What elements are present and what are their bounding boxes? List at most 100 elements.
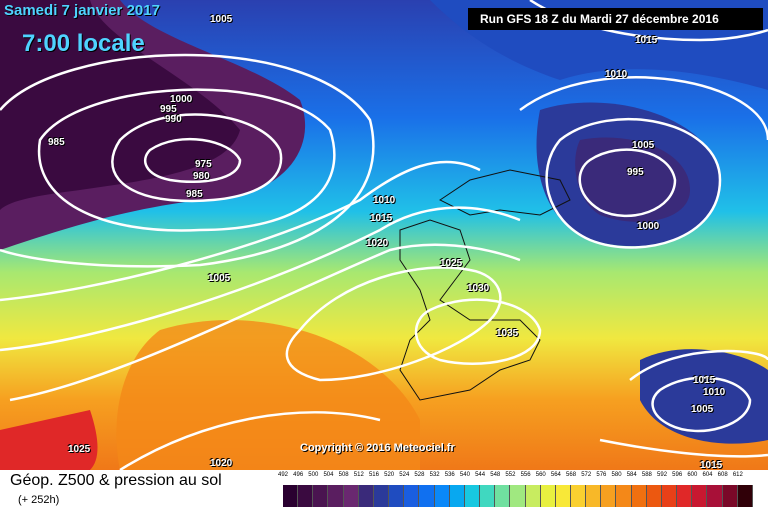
isobar-985 [111,113,283,203]
isobar-label: 975 [195,159,212,170]
scale-swatch [283,485,299,507]
isobar-label: 1005 [632,140,655,151]
isobar-1000-east [545,118,722,249]
forecast-date: Samedi 7 janvier 2017 [4,2,160,19]
scale-label: 500 [308,472,319,478]
isobar-label: 1005 [691,404,714,415]
isobar-995 [37,88,336,232]
scale-label: 552 [505,472,516,478]
isobar-label: 1035 [496,328,519,339]
isobar-label: 995 [627,167,644,178]
scale-swatch [434,485,450,507]
isobar-1005-east [519,76,768,141]
scale-label: 564 [550,472,561,478]
isobar-1020 [9,243,521,402]
color-scale [283,485,753,507]
isobar-label: 1005 [210,14,233,25]
scale-swatch [677,485,693,507]
isobar-label: 1020 [210,458,233,469]
scale-swatch [510,485,526,507]
scale-label: 516 [368,472,379,478]
scale-swatch [298,485,314,507]
scale-label: 568 [566,472,577,478]
isobar-label: 1025 [68,444,91,455]
coastline-north [439,169,571,216]
isobar-label: 1030 [467,283,490,294]
scale-label: 596 [672,472,683,478]
scale-swatch [555,485,571,507]
isobar-1010 [0,160,481,302]
map-graphic [0,0,768,470]
isobar-995-east [578,148,677,218]
scale-swatch [601,485,617,507]
scale-swatch [586,485,602,507]
isobar-label: 1010 [373,195,396,206]
scale-label: 508 [338,472,349,478]
isobar-label: 1025 [440,258,463,269]
scale-swatch [570,485,587,507]
scale-swatch [419,485,435,507]
forecast-time: 7:00 locale [22,30,145,57]
legend-panel: Géop. Z500 & pression au sol (+ 252h) 49… [0,470,768,512]
run-info: Run GFS 18 Z du Mardi 27 décembre 2016 [468,8,763,30]
isobar-label: 995 [160,104,177,115]
scale-labels: 492 496 500 504 508 512 516 520 524 528 532 536 540 5… [277,470,750,484]
scale-label: 536 [444,472,455,478]
scale-label: 520 [384,472,395,478]
coastline [399,219,541,401]
scale-swatch [495,485,511,507]
scale-label: 588 [641,472,652,478]
isobar-label: 1010 [605,69,628,80]
scale-swatch [707,485,723,507]
isobar-label: 1000 [170,94,193,105]
scale-swatch [646,485,662,507]
scale-swatch [373,485,390,507]
scale-swatch [328,485,344,507]
scale-swatch [389,485,405,507]
scale-swatch [661,485,678,507]
isobar-label: 990 [165,114,182,125]
scale-label: 576 [596,472,607,478]
scale-label: 532 [429,472,440,478]
isobar-1015 [0,206,521,352]
isobars [0,0,768,470]
scale-swatch [358,485,374,507]
scale-label: 584 [626,472,637,478]
chart-title: Géop. Z500 & pression au sol [10,472,222,489]
scale-swatch [616,485,632,507]
scale-label: 512 [353,472,364,478]
scale-swatch [313,485,329,507]
scale-label: 592 [657,472,668,478]
scale-swatch [737,485,753,507]
copyright-notice: Copyright © 2016 Meteociel.fr [300,442,455,454]
high-zone [116,320,421,470]
low-core-zone [0,0,240,210]
scale-label: 528 [414,472,425,478]
scale-label: 540 [459,472,470,478]
scale-swatch [464,485,481,507]
map-area: 1005 1015 1010 1000 995 990 985 975 980 … [0,0,768,470]
isobar-1015-south [599,438,768,458]
scale-label: 572 [581,472,592,478]
scale-swatch [449,485,465,507]
scale-label: 504 [323,472,334,478]
scale-swatch [631,485,647,507]
scale-label: 544 [475,472,486,478]
scale-swatch [343,485,359,507]
scale-label: 600 [687,472,698,478]
isobar-1010-southeast [629,349,768,381]
scale-label: 612 [732,472,743,478]
isobar-label: 985 [186,189,203,200]
isobar-1025-south [119,411,381,470]
isobar-label: 1000 [637,221,660,232]
scale-label: 604 [702,472,713,478]
scale-label: 492 [277,472,289,478]
isobar-label: 1015 [693,375,716,386]
scale-label: 580 [611,472,622,478]
scale-swatch [525,485,541,507]
isobar-1030 [285,266,502,382]
isobar-label: 1005 [208,273,231,284]
scale-swatch [480,485,496,507]
warm-zone [0,410,98,470]
scale-swatch [404,485,420,507]
